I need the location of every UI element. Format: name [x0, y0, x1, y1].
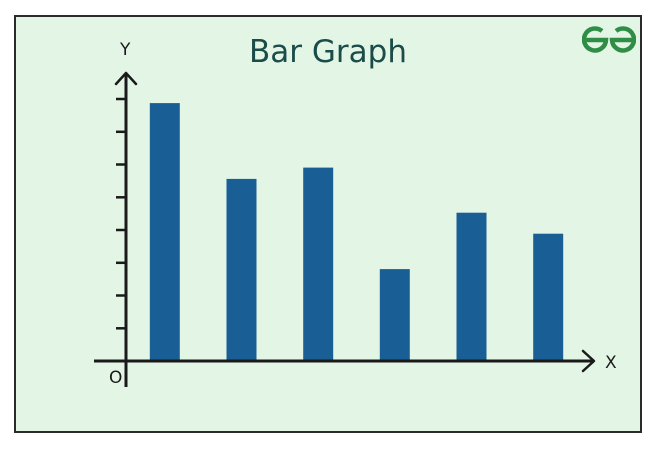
bar-1: [149, 103, 180, 361]
bar-6: [533, 233, 564, 361]
x-axis-label: X: [605, 353, 617, 373]
chart-title: Bar Graph: [249, 34, 407, 70]
bar-3: [303, 167, 334, 361]
bar-2: [226, 178, 257, 361]
bar-4: [379, 269, 410, 361]
geeksforgeeks-logo-icon: [582, 26, 636, 53]
y-ticks-group: [116, 97, 126, 330]
bar-5: [456, 212, 487, 361]
bars-group: [149, 103, 564, 361]
x-axis-arrow-icon: [581, 349, 596, 373]
y-axis-label: Y: [119, 40, 131, 60]
chart-frame: Bar Graph Y X O: [14, 15, 642, 433]
origin-label: O: [109, 368, 122, 388]
y-axis-arrow-icon: [114, 71, 138, 86]
bar-chart-plot: Y X O: [94, 40, 617, 388]
